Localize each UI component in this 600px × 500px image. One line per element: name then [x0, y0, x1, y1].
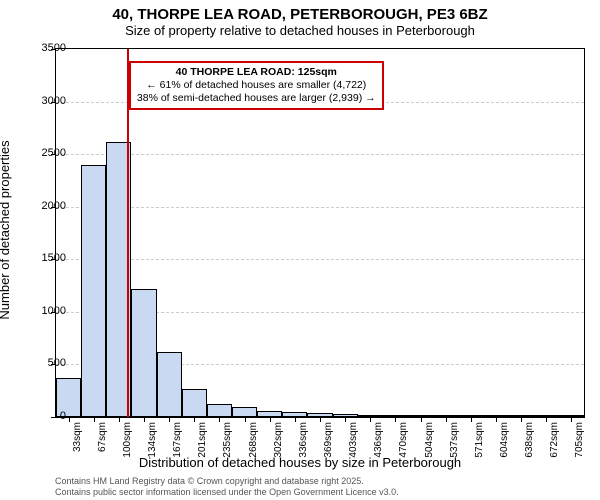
xtick-mark	[395, 417, 396, 422]
xtick-label: 369sqm	[323, 422, 334, 458]
xtick-mark	[370, 417, 371, 422]
footer-line-1: Contains HM Land Registry data © Crown c…	[55, 476, 399, 487]
xtick-label: 571sqm	[474, 422, 485, 458]
ytick-label: 1000	[42, 305, 66, 317]
histogram-bar	[207, 404, 232, 417]
xtick-label: 436sqm	[373, 422, 384, 458]
ytick-label: 3500	[42, 42, 66, 54]
y-axis-label: Number of detached properties	[0, 140, 12, 319]
gridline	[56, 154, 584, 155]
xtick-label: 537sqm	[449, 422, 460, 458]
xtick-mark	[194, 417, 195, 422]
xtick-mark	[219, 417, 220, 422]
xtick-mark	[245, 417, 246, 422]
xtick-label: 235sqm	[222, 422, 233, 458]
ytick-label: 0	[60, 410, 66, 422]
xtick-mark	[446, 417, 447, 422]
footer-attribution: Contains HM Land Registry data © Crown c…	[55, 476, 399, 498]
xtick-label: 705sqm	[574, 422, 585, 458]
xtick-mark	[320, 417, 321, 422]
xtick-mark	[69, 417, 70, 422]
xtick-mark	[169, 417, 170, 422]
histogram-bar	[81, 165, 106, 417]
xtick-mark	[471, 417, 472, 422]
xtick-mark	[421, 417, 422, 422]
chart-title: 40, THORPE LEA ROAD, PETERBOROUGH, PE3 6…	[0, 0, 600, 23]
xtick-label: 403sqm	[348, 422, 359, 458]
xtick-label: 302sqm	[273, 422, 284, 458]
footer-line-2: Contains public sector information licen…	[55, 487, 399, 498]
xtick-label: 167sqm	[172, 422, 183, 458]
xtick-label: 638sqm	[524, 422, 535, 458]
callout-property-size: 40 THORPE LEA ROAD: 125sqm	[137, 66, 376, 79]
xtick-label: 201sqm	[197, 422, 208, 458]
callout-smaller-pct: ← 61% of detached houses are smaller (4,…	[137, 79, 376, 92]
xtick-mark	[521, 417, 522, 422]
callout-larger-pct: 38% of semi-detached houses are larger (…	[137, 92, 376, 105]
ytick-label: 2500	[42, 147, 66, 159]
xtick-label: 604sqm	[499, 422, 510, 458]
xtick-label: 336sqm	[298, 422, 309, 458]
gridline	[56, 207, 584, 208]
xtick-mark	[94, 417, 95, 422]
xtick-mark	[295, 417, 296, 422]
histogram-bar	[157, 352, 182, 417]
ytick-mark	[51, 417, 56, 418]
ytick-label: 1500	[42, 252, 66, 264]
xtick-label: 100sqm	[122, 422, 133, 458]
chart-subtitle: Size of property relative to detached ho…	[0, 23, 600, 44]
xtick-mark	[496, 417, 497, 422]
xtick-label: 67sqm	[97, 422, 108, 452]
ytick-label: 500	[48, 357, 66, 369]
ytick-label: 3000	[42, 95, 66, 107]
ytick-label: 2000	[42, 200, 66, 212]
gridline	[56, 259, 584, 260]
xtick-mark	[270, 417, 271, 422]
xtick-label: 504sqm	[424, 422, 435, 458]
xtick-label: 672sqm	[549, 422, 560, 458]
xtick-mark	[571, 417, 572, 422]
xtick-label: 268sqm	[248, 422, 259, 458]
xtick-mark	[345, 417, 346, 422]
histogram-bar	[232, 407, 257, 417]
xtick-mark	[119, 417, 120, 422]
xtick-label: 134sqm	[147, 422, 158, 458]
xtick-label: 33sqm	[72, 422, 83, 452]
property-callout: 40 THORPE LEA ROAD: 125sqm← 61% of detac…	[129, 61, 384, 110]
histogram-bar	[182, 389, 207, 417]
histogram-bar	[131, 289, 156, 417]
xtick-label: 470sqm	[398, 422, 409, 458]
xtick-mark	[546, 417, 547, 422]
xtick-mark	[144, 417, 145, 422]
